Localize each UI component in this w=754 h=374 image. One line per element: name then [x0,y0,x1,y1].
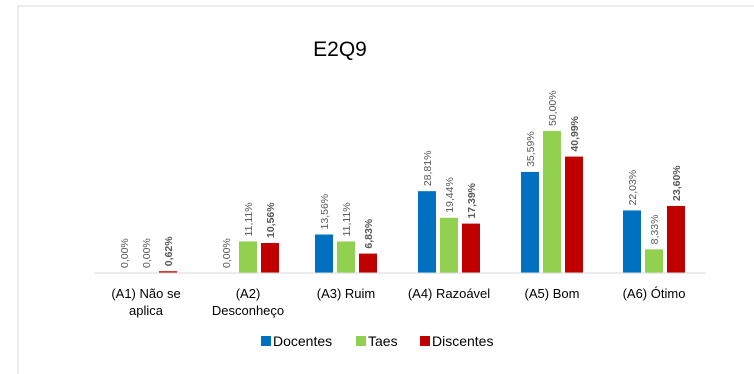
legend-swatch-taes [356,336,366,346]
data-label-taes-6: 8,33% [649,215,661,245]
bar-docentes-6 [623,210,641,273]
data-label-discentes-6: 23,60% [671,165,683,201]
bar-docentes-4 [418,191,436,273]
category-label-5: (A5) Bom [525,286,580,301]
legend-label-docentes: Docentes [273,333,332,349]
legend-swatch-docentes [261,336,271,346]
data-label-discentes-1: 0,62% [163,236,175,266]
bar-taes-3 [337,241,355,273]
category-label-2: (A2) Desconheço [212,286,284,318]
data-label-discentes-5: 40,99% [569,115,581,151]
plot-area: 0,00% 0,00% 0,62% 0,00% 11,11% 10,56% 13,56% 11… [119,90,685,273]
data-label-taes-2: 11,11% [243,202,255,236]
bar-docentes-5 [521,171,539,273]
bar-taes-4 [440,217,458,273]
bar-taes-2 [239,241,257,273]
legend-swatch-discentes [420,336,430,346]
bar-discentes-4 [462,223,480,273]
legend: Docentes Taes Discentes [261,333,493,349]
legend-label-taes: Taes [368,333,398,349]
legend-label-discentes: Discentes [432,333,493,349]
data-label-discentes-4: 17,39% [466,182,478,218]
category-label-6: (A6) Ótimo [623,286,686,301]
bar-docentes-3 [315,234,333,273]
bar-taes-6 [645,249,663,273]
data-label-docentes-5: 35,59% [525,131,537,167]
bar-discentes-2 [261,243,279,273]
data-label-docentes-1: 0,00% [119,238,131,268]
category-label-4: (A4) Razoável [408,286,490,301]
data-label-docentes-6: 22,03% [627,170,639,206]
bar-discentes-1 [159,271,177,273]
bar-discentes-5 [565,156,583,273]
data-label-taes-5: 50,00% [547,90,559,126]
data-label-taes-1: 0,00% [141,238,153,268]
bar-discentes-6 [667,205,685,273]
category-label-1: (A1) Não se aplica [111,286,180,318]
data-label-docentes-4: 28,81% [422,151,434,187]
data-label-taes-3: 11,11% [341,202,353,236]
data-label-docentes-3: 13,56% [319,194,331,230]
bar-taes-5 [543,131,561,273]
bar-discentes-3 [359,253,377,273]
data-label-docentes-2: 0,00% [221,238,233,268]
category-label-3: (A3) Ruim [317,286,376,301]
chart-title: E2Q9 [313,38,367,61]
category-labels: (A1) Não se aplica (A2) Desconheço (A3) Ruim… [111,286,685,318]
data-label-taes-4: 19,44% [444,177,456,213]
data-label-discentes-3: 6,83% [363,218,375,248]
data-label-discentes-2: 10,56% [265,202,277,238]
